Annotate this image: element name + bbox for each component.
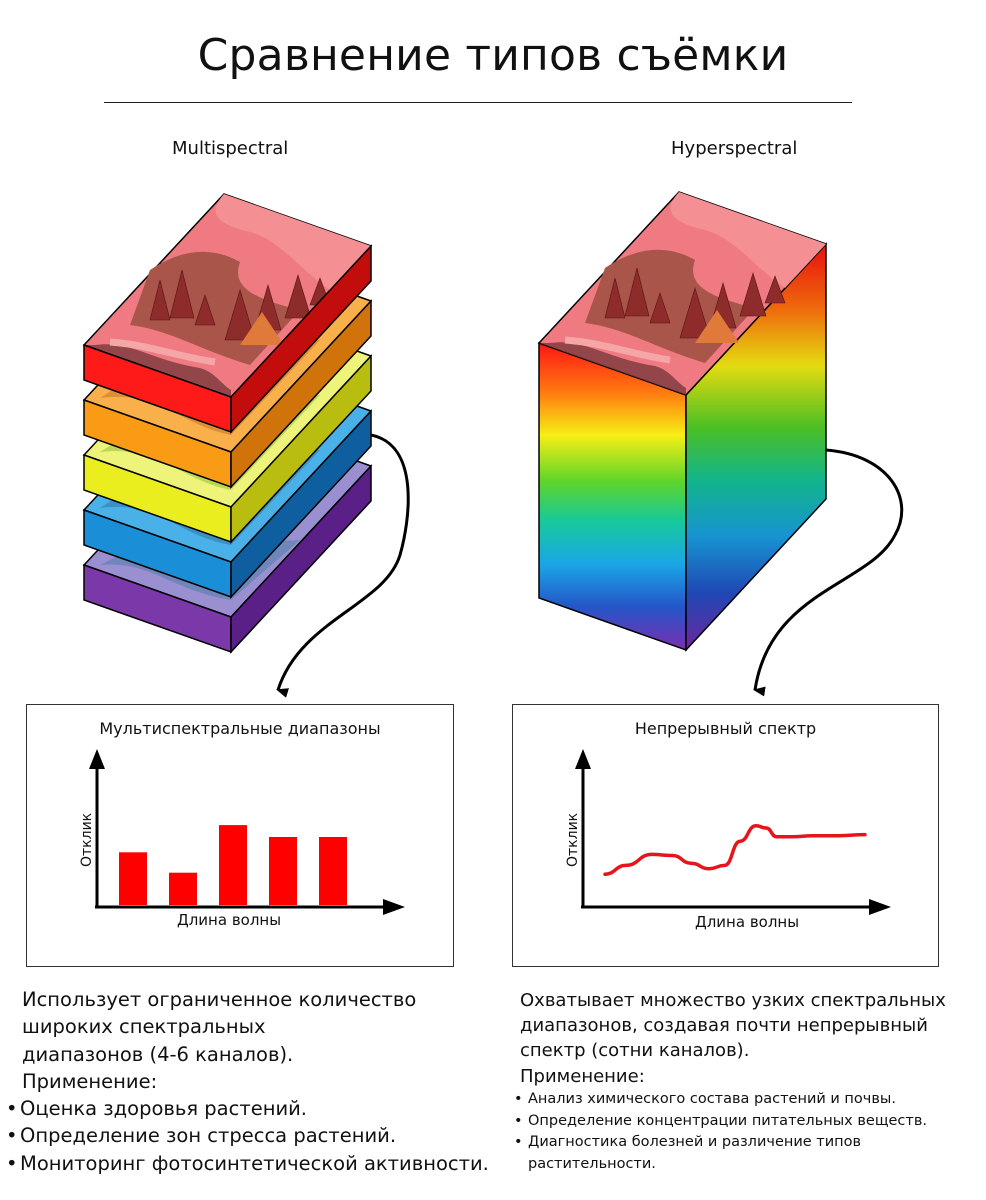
hyperspectral-label: Hyperspectral — [671, 138, 798, 159]
multispectral-arrow — [276, 433, 410, 698]
application-item: Диагностика болезней и различение типов … — [514, 1132, 974, 1176]
application-item: Мониторинг фотосинтетической активности. — [6, 1150, 516, 1178]
multispectral-description: Использует ограниченное количество широк… — [6, 986, 516, 1177]
cube-top-scene — [537, 191, 828, 396]
description-line: Охватывает множество узких спектральных — [520, 990, 946, 1011]
response-curve — [603, 824, 867, 876]
multispectral-y-label: Отклик — [79, 812, 95, 867]
y-axis-arrow — [89, 749, 105, 769]
hyperspectral-line-chart — [575, 749, 891, 915]
x-axis-arrow — [869, 899, 891, 915]
page-title: Сравнение типов съёмки — [197, 30, 789, 81]
hyperspectral-y-label: Отклик — [565, 812, 581, 867]
applications-heading: Применение: — [22, 1069, 158, 1093]
description-line: Использует ограниченное количество — [22, 988, 417, 1011]
hyperspectral-x-label: Длина волны — [695, 913, 800, 931]
application-item: Определение зон стресса растений. — [6, 1122, 516, 1150]
description-line: широких спектральных — [22, 1015, 266, 1039]
multispectral-chart-title: Мультиспектральные диапазоны — [99, 719, 381, 738]
multispectral-label: Multispectral — [172, 138, 289, 159]
chart-bar — [269, 837, 297, 905]
hyperspectral-cube — [537, 191, 828, 652]
description-line: диапазонов (4-6 каналов). — [22, 1042, 294, 1066]
applications-heading: Применение: — [520, 1065, 645, 1087]
applications-list: Оценка здоровья растений. Определение зо… — [6, 1095, 516, 1177]
application-item: Оценка здоровья растений. — [6, 1095, 516, 1123]
description-line: спектр (сотни каналов). — [520, 1040, 750, 1062]
red-band-layer — [82, 193, 373, 434]
hyperspectral-chart-title: Непрерывный спектр — [634, 719, 817, 738]
chart-bar — [319, 837, 347, 905]
title-divider — [104, 102, 852, 103]
hyperspectral-arrow — [753, 448, 904, 697]
applications-list: Анализ химического состава растений и по… — [514, 1089, 974, 1176]
y-axis-arrow — [575, 749, 591, 769]
multispectral-layer-stack — [82, 193, 373, 654]
multispectral-chart-panel: Мультиспектральные диапазоны Отклик Длин… — [26, 704, 454, 967]
chart-bar — [169, 872, 197, 905]
multispectral-bar-chart — [89, 749, 405, 915]
application-item: Определение концентрации питательных вещ… — [514, 1111, 974, 1133]
chart-bar — [219, 825, 247, 905]
chart-bar — [119, 852, 147, 905]
description-line: диапазонов, создавая почти непрерывный — [520, 1015, 928, 1037]
application-item: Анализ химического состава растений и по… — [514, 1089, 974, 1111]
cube-front-face — [538, 341, 687, 652]
hyperspectral-chart-panel: Непрерывный спектр Отклик Длина волны — [512, 704, 939, 967]
x-axis-arrow — [383, 899, 405, 915]
hyperspectral-description: Охватывает множество узких спектральных … — [514, 988, 974, 1176]
multispectral-x-label: Длина волны — [177, 911, 282, 929]
